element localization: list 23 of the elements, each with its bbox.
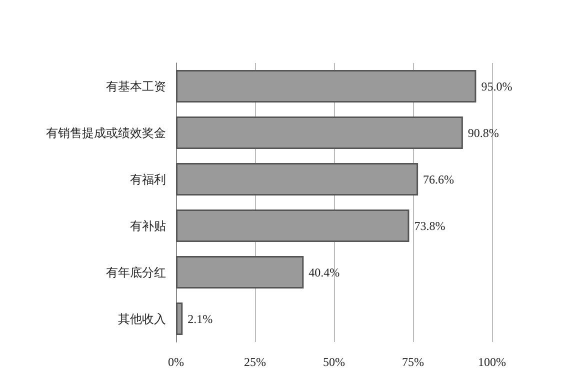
bar bbox=[176, 162, 418, 196]
x-tick-label: 75% bbox=[402, 355, 424, 369]
x-tick-label: 100% bbox=[478, 355, 506, 369]
data-label: 76.6% bbox=[423, 172, 454, 186]
data-label: 2.1% bbox=[188, 312, 213, 326]
x-tick-label: 0% bbox=[168, 355, 184, 369]
y-tick-label: 有年底分红 bbox=[106, 265, 166, 280]
y-tick-label: 其他收入 bbox=[118, 312, 166, 326]
x-tick-label: 25% bbox=[244, 355, 266, 369]
y-tick-label: 有补贴 bbox=[130, 218, 166, 233]
bar bbox=[176, 209, 410, 242]
y-tick-label: 有销售提成或绩效奖金 bbox=[46, 126, 166, 140]
bar bbox=[176, 302, 183, 336]
data-label: 90.8% bbox=[468, 126, 499, 140]
data-label: 40.4% bbox=[308, 265, 340, 280]
y-tick-label: 有基本工资 bbox=[106, 79, 166, 94]
bar bbox=[176, 70, 476, 103]
y-tick-label: 有福利 bbox=[130, 172, 166, 186]
x-tick-label: 50% bbox=[323, 355, 345, 369]
bar bbox=[176, 116, 463, 150]
data-label: 73.8% bbox=[414, 218, 446, 233]
bar bbox=[176, 256, 304, 289]
data-label: 95.0% bbox=[481, 79, 512, 94]
